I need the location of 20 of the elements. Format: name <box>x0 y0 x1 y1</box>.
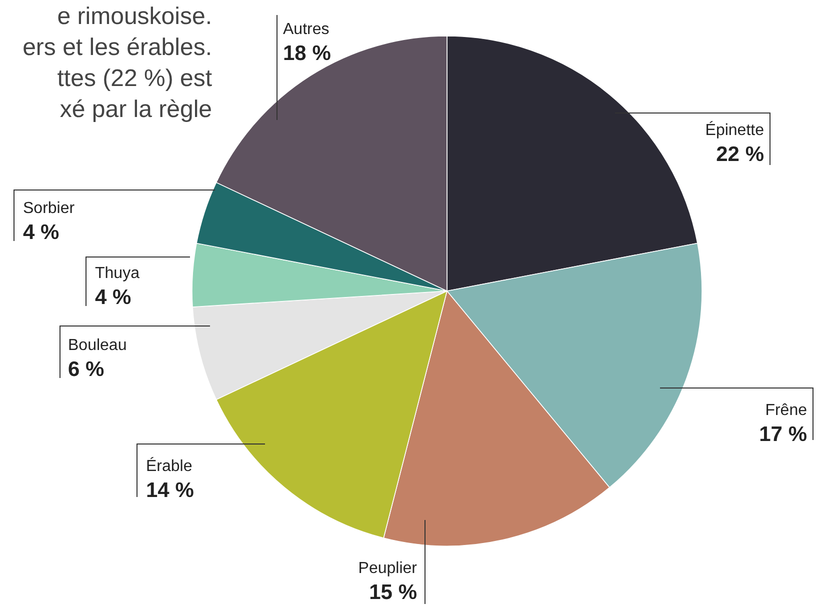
slice-label: Sorbier <box>23 200 76 217</box>
data-label: 17 % <box>759 423 808 446</box>
text: ttes (22 %) est <box>57 65 212 92</box>
text: xé par la règle <box>60 96 212 123</box>
data-label: 4 % <box>95 286 132 309</box>
slice-label: Frêne <box>765 402 808 419</box>
slice-label: Thuya <box>95 265 140 282</box>
data-label: 4 % <box>23 221 60 244</box>
slice-label: Épinette <box>705 121 764 139</box>
data-label: 14 % <box>146 479 194 502</box>
data-label: 18 % <box>283 42 332 65</box>
slice-label: Peuplier <box>358 560 418 577</box>
text: e rimouskoise. <box>57 3 212 30</box>
data-label: 6 % <box>68 358 105 381</box>
slice-label: Autres <box>283 21 330 38</box>
text: ers et les érables. <box>22 34 212 61</box>
data-label: 22 % <box>716 143 764 166</box>
slice-label: Érable <box>146 457 192 475</box>
data-label: 15 % <box>369 581 418 604</box>
slice-label: Bouleau <box>68 337 127 354</box>
